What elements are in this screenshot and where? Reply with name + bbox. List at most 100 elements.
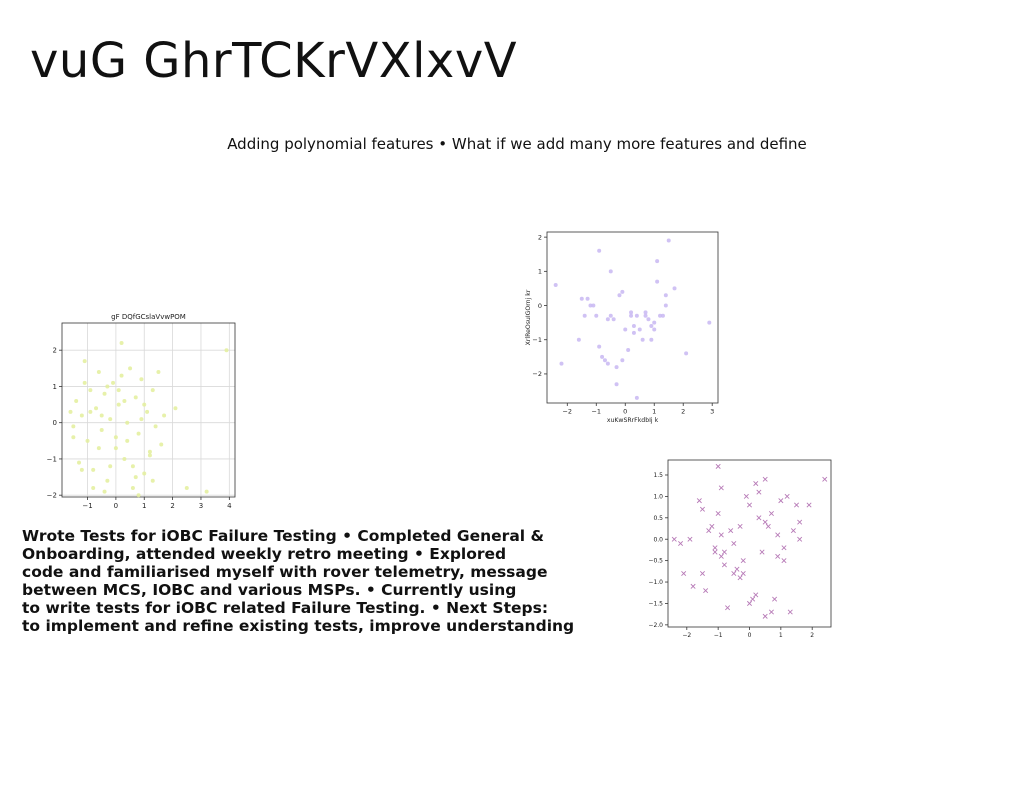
data-point <box>743 493 749 499</box>
data-point <box>663 303 668 308</box>
data-point <box>687 536 693 542</box>
data-point <box>671 536 677 542</box>
data-point <box>119 340 124 345</box>
y-tick-label: 0 <box>53 419 57 427</box>
data-point <box>594 313 599 318</box>
x-tick-label: 0 <box>748 632 752 639</box>
data-point <box>94 406 99 411</box>
data-point <box>85 438 90 443</box>
data-point <box>108 417 113 422</box>
y-tick-label: −1.5 <box>648 601 663 608</box>
x-tick-label: −2 <box>562 408 572 416</box>
data-point <box>725 605 731 611</box>
data-point <box>721 549 727 555</box>
y-tick-label: −1.0 <box>648 579 663 586</box>
y-tick-label: −2 <box>532 370 542 378</box>
data-point <box>629 310 634 315</box>
data-point <box>737 523 743 529</box>
data-point <box>79 467 84 472</box>
data-point <box>597 344 602 349</box>
data-point <box>699 570 705 576</box>
data-point <box>133 475 138 480</box>
y-tick-label: 1 <box>538 268 542 276</box>
data-point <box>99 427 104 432</box>
data-point <box>655 259 660 264</box>
data-point <box>772 596 778 602</box>
data-point <box>634 395 639 400</box>
data-point <box>715 511 721 517</box>
y-tick-label: 1.5 <box>653 472 663 479</box>
data-point <box>822 476 828 482</box>
data-point <box>608 313 613 318</box>
data-point <box>602 358 607 363</box>
data-point <box>762 476 768 482</box>
data-point <box>775 553 781 559</box>
data-point <box>768 609 774 615</box>
data-point <box>614 365 619 370</box>
data-point <box>690 583 696 589</box>
data-point <box>119 373 124 378</box>
data-point <box>150 478 155 483</box>
data-point <box>712 545 718 551</box>
data-point <box>82 380 87 385</box>
data-point <box>136 493 141 498</box>
data-point <box>108 464 113 469</box>
data-point <box>637 327 642 332</box>
data-point <box>649 337 654 342</box>
data-point <box>125 438 130 443</box>
data-point <box>768 511 774 517</box>
data-point <box>740 558 746 564</box>
data-point <box>672 286 677 291</box>
data-point <box>718 553 724 559</box>
data-point <box>737 575 743 581</box>
data-point <box>649 324 654 329</box>
data-point <box>133 395 138 400</box>
data-point <box>105 384 110 389</box>
plot-frame <box>546 231 719 404</box>
data-point <box>797 519 803 525</box>
data-point <box>643 310 648 315</box>
y-axis-label: XrlReOsuIGOrnj kr <box>525 289 532 345</box>
slide-body-text: Wrote Tests for iOBC Failure Testing • C… <box>22 527 575 635</box>
y-tick-label: 2 <box>53 347 57 355</box>
data-point <box>162 413 167 418</box>
data-point <box>122 398 127 403</box>
data-point <box>678 540 684 547</box>
data-point <box>778 498 784 504</box>
data-point <box>631 330 636 335</box>
data-point <box>150 388 155 393</box>
data-point <box>794 502 800 508</box>
data-point <box>715 463 721 469</box>
data-point <box>597 248 602 253</box>
data-point <box>130 464 135 469</box>
data-point <box>153 424 158 429</box>
data-point <box>585 296 590 301</box>
data-point <box>765 523 771 529</box>
y-tick-label: 0.5 <box>653 515 663 522</box>
data-point <box>102 489 107 494</box>
data-point <box>681 570 687 576</box>
x-tick-label: 2 <box>810 632 814 639</box>
y-tick-label: −1 <box>532 336 542 344</box>
data-point <box>712 549 718 555</box>
data-point <box>806 502 812 508</box>
data-point <box>699 506 705 512</box>
x-tick-label: −2 <box>682 632 691 639</box>
x-tick-label: −1 <box>591 408 601 416</box>
y-tick-label: −1 <box>47 455 57 463</box>
data-point <box>204 489 209 494</box>
data-point <box>781 545 787 551</box>
y-tick-label: 0.0 <box>653 536 663 543</box>
data-point <box>147 449 152 454</box>
data-point <box>125 420 130 425</box>
data-point <box>696 498 702 504</box>
data-point <box>623 327 628 332</box>
data-point <box>728 528 734 534</box>
x-tick-label: 1 <box>652 408 656 416</box>
data-point <box>652 320 657 325</box>
y-tick-label: −0.5 <box>648 558 663 565</box>
data-point <box>91 485 96 490</box>
data-point <box>753 592 759 598</box>
data-point <box>111 380 116 385</box>
